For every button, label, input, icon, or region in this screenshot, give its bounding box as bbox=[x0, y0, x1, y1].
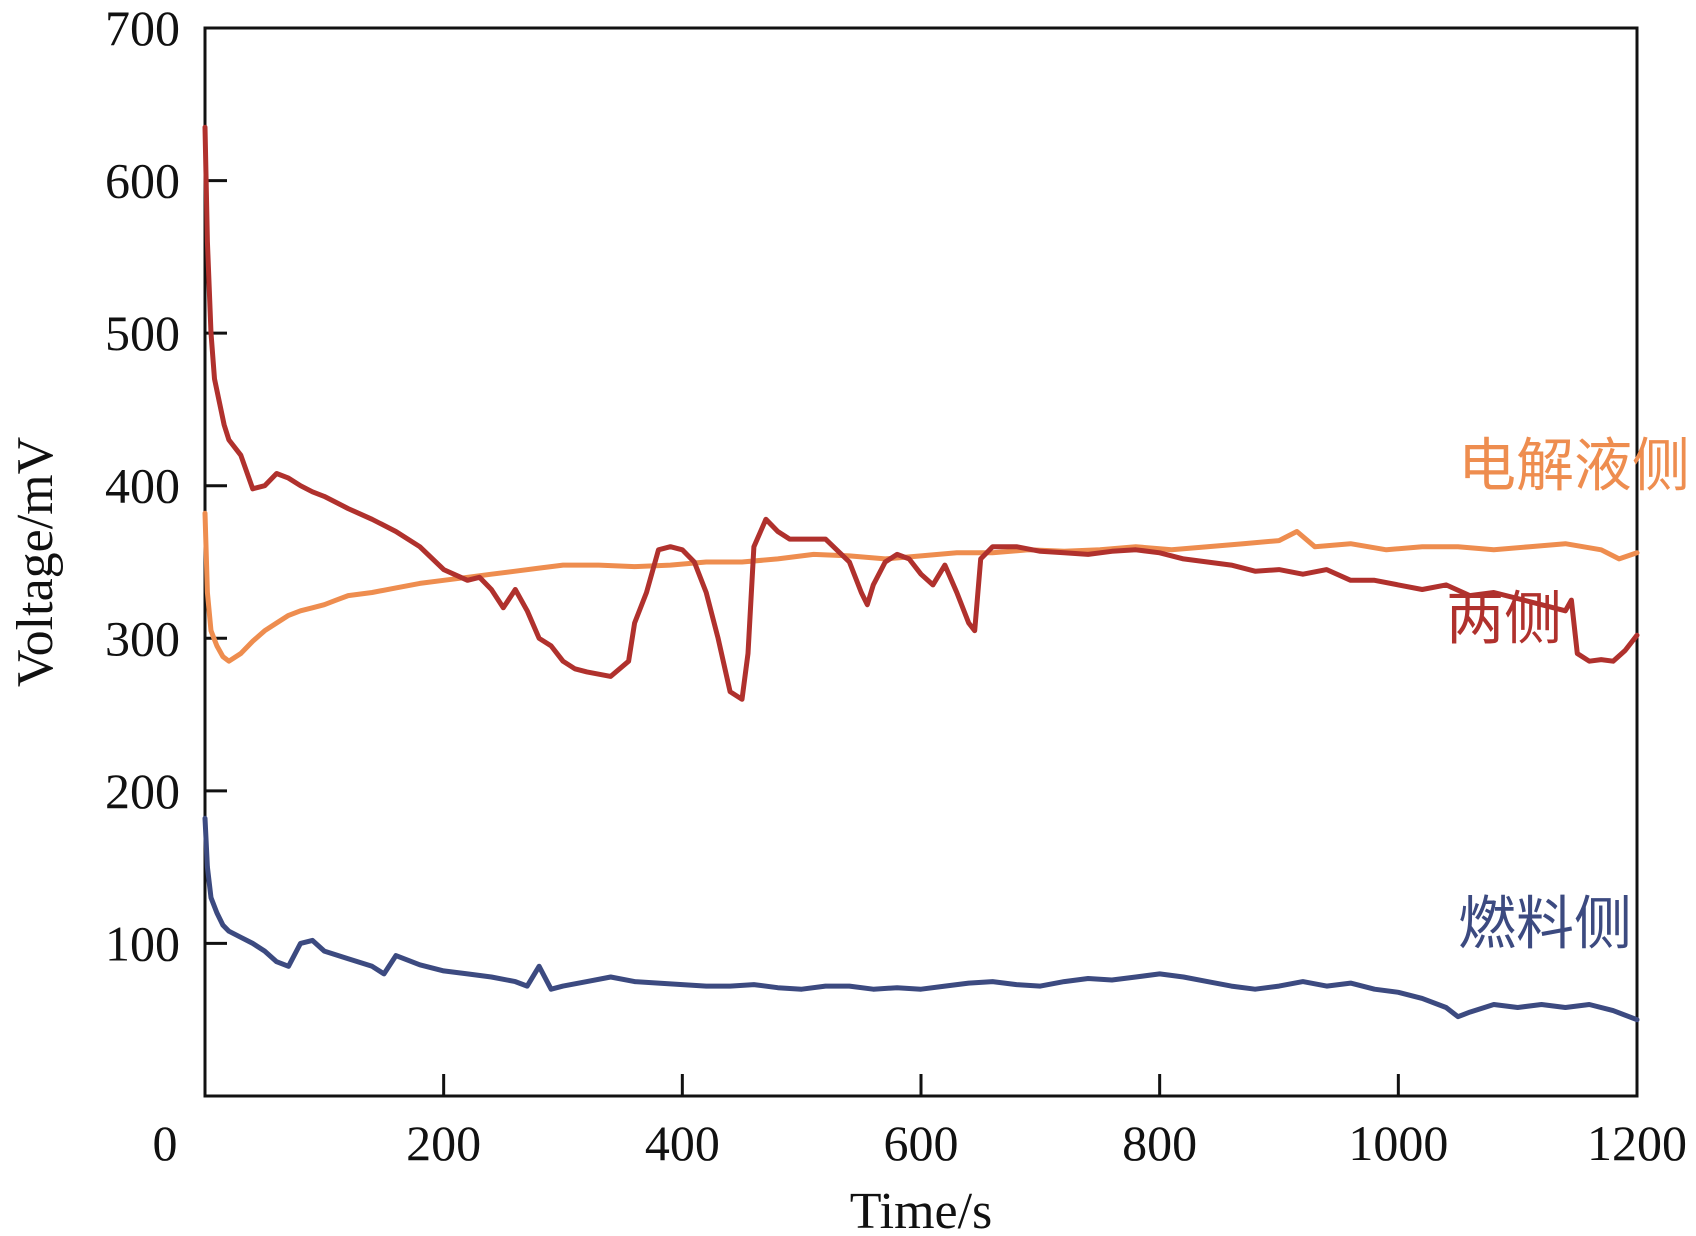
x-tick-label: 1200 bbox=[1587, 1115, 1687, 1171]
series-line-fuel-side bbox=[202, 815, 1640, 1023]
series-line-both-sides bbox=[202, 124, 1640, 702]
y-tick-label: 400 bbox=[105, 458, 180, 514]
x-tick-label: 800 bbox=[1122, 1115, 1197, 1171]
x-axis-ticks: 0 200 400 600 800 1000 1200 bbox=[153, 1074, 1687, 1171]
x-tick-label: 600 bbox=[884, 1115, 959, 1171]
series-layer bbox=[202, 124, 1640, 1023]
x-tick-label: 400 bbox=[645, 1115, 720, 1171]
y-axis-label: Voltage/mV bbox=[7, 437, 64, 687]
y-tick-label: 100 bbox=[105, 915, 180, 971]
series-line-electrolyte-side bbox=[202, 510, 1640, 664]
x-tick-label: 0 bbox=[153, 1115, 178, 1171]
y-axis-ticks: 100 200 300 400 500 600 700 bbox=[105, 0, 227, 971]
x-tick-label: 200 bbox=[406, 1115, 481, 1171]
plot-frame bbox=[203, 26, 1639, 1098]
series-label-fuel-side: 燃料侧 bbox=[1458, 889, 1632, 957]
y-tick-label: 500 bbox=[105, 305, 180, 361]
y-tick-label: 600 bbox=[105, 153, 180, 209]
y-tick-label: 300 bbox=[105, 610, 180, 666]
series-label-electrolyte-side: 电解液侧 bbox=[1458, 432, 1690, 500]
x-tick-label: 1000 bbox=[1348, 1115, 1448, 1171]
x-axis-label: Time/s bbox=[850, 1183, 993, 1236]
y-tick-label: 700 bbox=[105, 0, 180, 56]
y-tick-label: 200 bbox=[105, 763, 180, 819]
series-label-both-sides: 两侧 bbox=[1446, 584, 1562, 652]
